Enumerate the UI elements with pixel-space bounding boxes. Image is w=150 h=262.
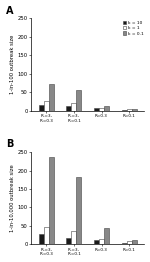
- Bar: [122, 110, 127, 111]
- Text: B: B: [6, 139, 14, 149]
- Bar: [66, 106, 71, 111]
- Bar: [44, 227, 49, 244]
- Text: A: A: [6, 6, 14, 15]
- Bar: [94, 239, 99, 244]
- Bar: [76, 177, 81, 244]
- Bar: [104, 106, 109, 111]
- Bar: [71, 103, 76, 111]
- Y-axis label: 1-in-10,000 outbreak size: 1-in-10,000 outbreak size: [10, 164, 15, 232]
- Bar: [44, 101, 49, 111]
- Bar: [71, 231, 76, 244]
- Bar: [49, 84, 54, 111]
- Bar: [39, 105, 44, 111]
- Bar: [122, 243, 127, 244]
- Bar: [132, 109, 137, 111]
- Bar: [104, 228, 109, 244]
- Bar: [39, 234, 44, 244]
- Bar: [99, 239, 104, 244]
- Bar: [127, 241, 132, 244]
- Bar: [49, 156, 54, 244]
- Bar: [94, 108, 99, 111]
- Bar: [99, 108, 104, 111]
- Bar: [66, 238, 71, 244]
- Bar: [132, 239, 137, 244]
- Bar: [127, 110, 132, 111]
- Bar: [76, 90, 81, 111]
- Legend: k = 10, k = 1, k = 0.1: k = 10, k = 1, k = 0.1: [122, 20, 144, 36]
- Y-axis label: 1-in-100 outbreak size: 1-in-100 outbreak size: [10, 35, 15, 94]
